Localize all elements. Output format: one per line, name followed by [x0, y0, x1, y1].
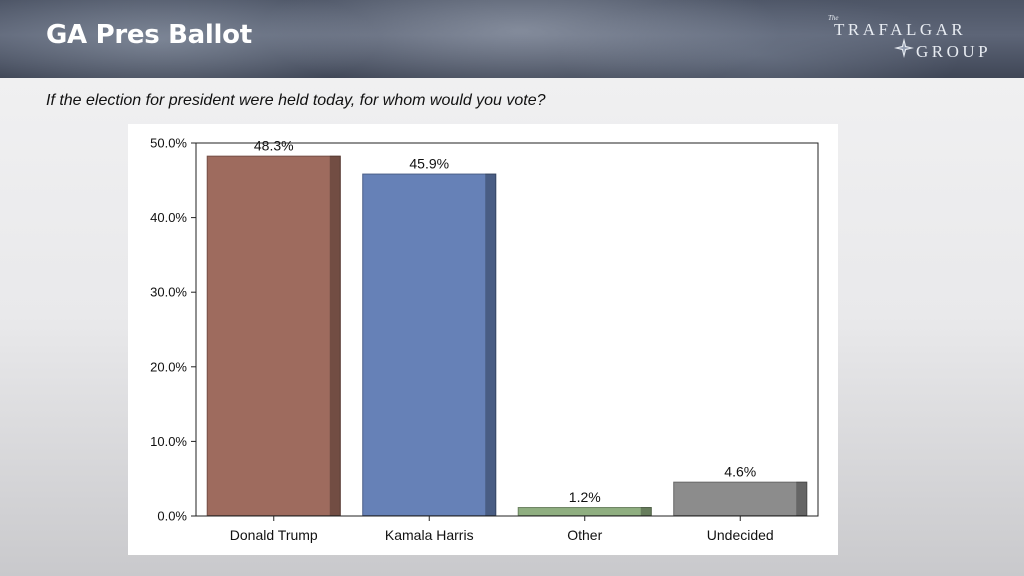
y-tick-label: 30.0% — [150, 285, 187, 300]
plot-frame — [195, 142, 819, 517]
bar-other — [517, 507, 652, 517]
x-tick-label: Undecided — [707, 527, 774, 543]
bar-body — [362, 173, 497, 516]
bar-shade — [329, 155, 341, 516]
x-tick-label: Other — [567, 527, 602, 543]
bars — [206, 155, 808, 517]
x-tick-label: Donald Trump — [230, 527, 318, 543]
x-tick-label: Kamala Harris — [385, 527, 474, 543]
logo-line1: TRAFALGAR — [834, 20, 967, 39]
y-tick-label: 50.0% — [150, 136, 187, 151]
logo-small-text: The — [828, 14, 839, 22]
y-tick-label: 10.0% — [150, 434, 187, 449]
bar-body — [673, 481, 808, 516]
bar-shade — [485, 173, 497, 516]
compass-star-icon — [894, 38, 914, 58]
bar-value-label: 48.3% — [254, 138, 294, 154]
bar-value-label: 45.9% — [409, 156, 449, 172]
bar-body — [206, 155, 341, 516]
bar-donald-trump — [206, 155, 341, 516]
header-banner: GA Pres Ballot The TRAFALGAR GROUP — [0, 0, 1024, 78]
bar-value-label: 1.2% — [569, 489, 601, 505]
x-axis: Donald Trump Kamala Harris Other Undecided — [230, 516, 774, 543]
logo-line2: GROUP — [916, 42, 992, 61]
bar-kamala-harris — [362, 173, 497, 516]
bar-undecided — [673, 481, 808, 516]
y-axis: 0.0% 10.0% 20.0% 30.0% 40.0% 50.0% — [150, 136, 196, 524]
trafalgar-group-logo: The TRAFALGAR GROUP — [826, 12, 988, 66]
slide-title: GA Pres Ballot — [46, 20, 252, 50]
bar-body — [517, 507, 652, 516]
y-tick-label: 40.0% — [150, 210, 187, 225]
bar-shade — [796, 481, 808, 516]
survey-question: If the election for president were held … — [46, 92, 546, 109]
y-tick-label: 20.0% — [150, 359, 187, 374]
bar-chart: 0.0% 10.0% 20.0% 30.0% 40.0% 50.0% 48.3% 45.9%… — [150, 136, 819, 543]
y-tick-label: 0.0% — [157, 509, 187, 524]
bar-value-labels: 48.3% 45.9% 1.2% 4.6% — [254, 138, 756, 505]
bar-value-label: 4.6% — [724, 464, 756, 480]
chart-panel: 0.0% 10.0% 20.0% 30.0% 40.0% 50.0% 48.3% 45.9%… — [128, 124, 838, 555]
bar-shade — [640, 507, 652, 516]
